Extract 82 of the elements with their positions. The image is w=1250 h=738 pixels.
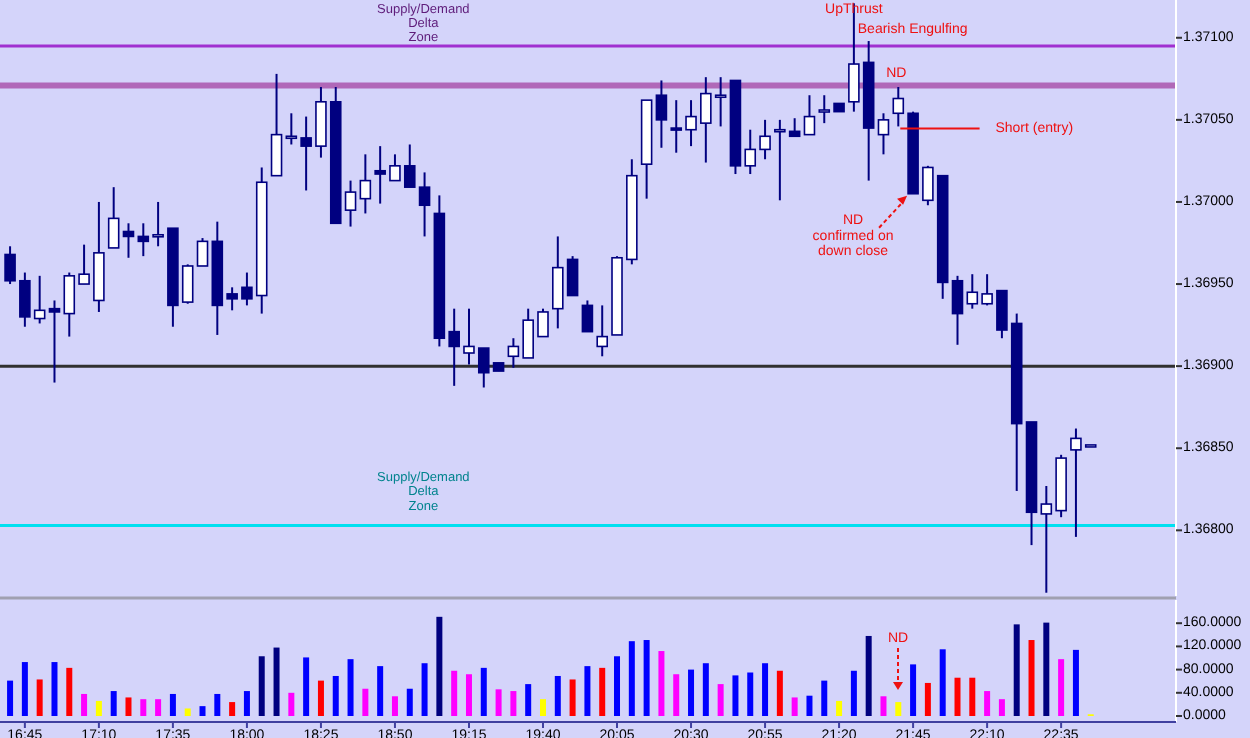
bar	[436, 616, 443, 716]
bar	[599, 667, 606, 716]
bar	[21, 662, 28, 716]
bar	[303, 657, 310, 716]
bar	[288, 692, 295, 716]
bar	[643, 640, 650, 716]
bar	[36, 679, 43, 716]
bar	[673, 674, 680, 716]
candlestick	[877, 112, 890, 156]
bar	[125, 697, 132, 716]
bar	[377, 666, 384, 716]
bar	[895, 702, 902, 716]
bar	[910, 664, 917, 716]
bar	[229, 702, 236, 716]
bar	[81, 693, 88, 716]
bar	[140, 699, 147, 716]
candlestick	[581, 299, 594, 333]
bar	[110, 691, 117, 716]
bar	[7, 680, 14, 716]
bar	[791, 697, 798, 716]
bar	[391, 696, 398, 716]
bar	[199, 706, 206, 716]
bar	[1072, 649, 1079, 716]
bar	[836, 700, 843, 716]
bar	[1028, 640, 1035, 716]
bar	[688, 669, 695, 716]
bar	[317, 680, 324, 716]
bar	[850, 670, 857, 716]
bar	[821, 680, 828, 716]
bar	[480, 667, 487, 716]
bar	[184, 708, 191, 716]
bar	[495, 689, 502, 716]
bar	[347, 659, 354, 716]
candlestick	[270, 72, 283, 177]
bar	[51, 662, 58, 716]
bar	[554, 675, 561, 716]
bar	[465, 674, 472, 716]
bar	[66, 667, 73, 716]
bar	[806, 695, 813, 716]
bar	[362, 688, 369, 716]
bar	[540, 699, 546, 716]
candlestick	[359, 153, 372, 215]
bar	[969, 677, 976, 716]
bar	[1043, 622, 1050, 716]
bar	[924, 682, 931, 716]
bar	[954, 677, 961, 716]
bar	[614, 656, 621, 716]
bar	[880, 696, 887, 716]
bar	[776, 670, 783, 716]
bar	[243, 691, 250, 716]
bar	[717, 684, 724, 716]
bar	[865, 635, 872, 716]
bar	[332, 675, 339, 716]
bar	[169, 693, 176, 716]
bar	[584, 666, 591, 716]
bar	[155, 699, 162, 716]
candlestick	[596, 304, 609, 358]
candlestick	[803, 94, 816, 136]
bar	[984, 691, 991, 716]
candlestick	[655, 79, 668, 149]
bar	[702, 663, 709, 716]
bar	[747, 672, 754, 716]
bar	[1058, 659, 1065, 716]
bar	[939, 649, 946, 716]
bar	[421, 663, 428, 716]
bar	[510, 691, 517, 716]
bar	[273, 647, 280, 716]
candlestick	[122, 222, 135, 259]
candlestick	[107, 186, 120, 249]
bar	[95, 700, 102, 716]
bar	[762, 663, 769, 716]
bar	[406, 688, 413, 716]
bar	[525, 684, 532, 716]
bar	[732, 675, 739, 716]
bar	[569, 679, 576, 716]
bar	[628, 641, 635, 716]
bar	[258, 656, 265, 716]
bar	[1013, 624, 1020, 716]
bar	[451, 670, 458, 716]
bar	[214, 693, 221, 716]
bar	[658, 651, 665, 716]
bar	[998, 699, 1005, 716]
